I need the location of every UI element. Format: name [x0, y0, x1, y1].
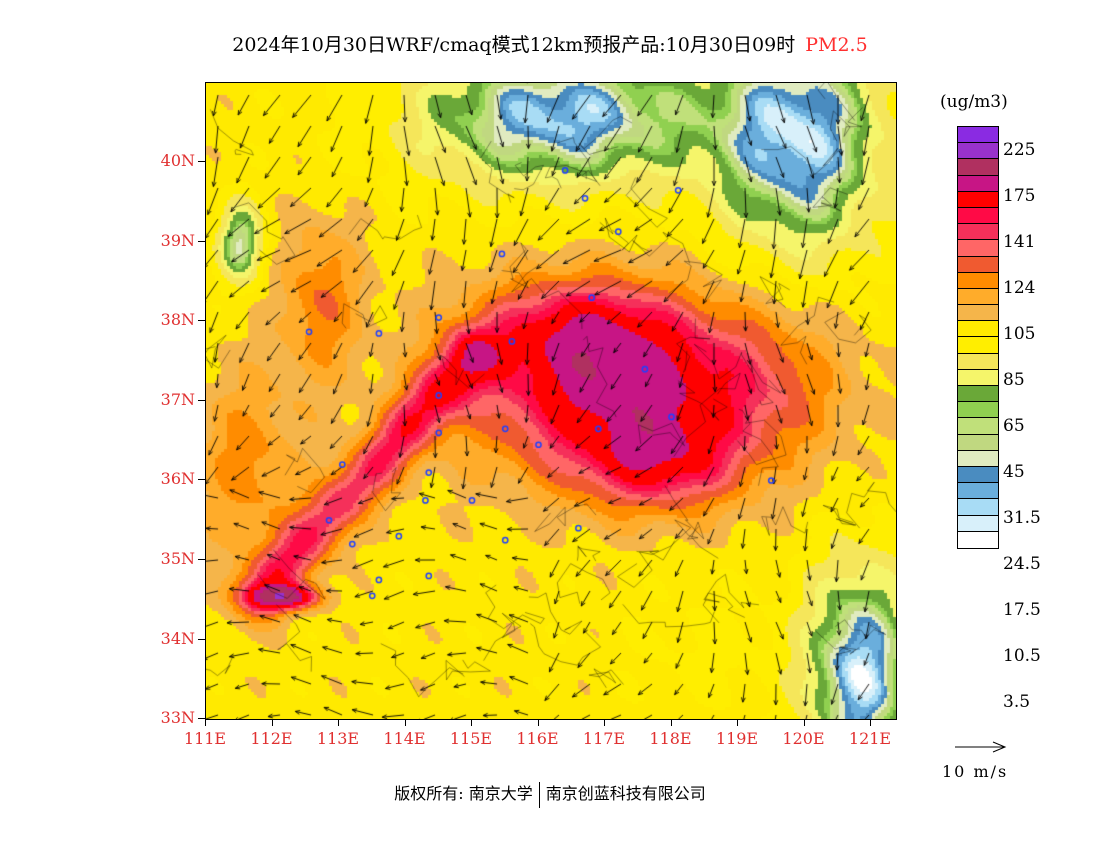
legend-swatch	[958, 369, 998, 386]
legend-swatch	[958, 143, 998, 160]
legend-unit: (ug/m3)	[940, 92, 1008, 112]
lon-label: 121E	[848, 729, 892, 748]
tick	[198, 240, 205, 242]
tick	[198, 399, 205, 401]
legend-swatch	[958, 127, 998, 144]
lon-label: 119E	[715, 729, 759, 748]
legend-level: 65	[1003, 416, 1025, 436]
legend-swatch	[958, 207, 998, 225]
lat-label: 38N	[160, 310, 195, 330]
divider	[538, 781, 540, 808]
legend-level: 10.5	[1003, 646, 1041, 666]
legend-level: 225	[1003, 140, 1036, 160]
legend-level: 105	[1003, 324, 1036, 344]
legend-level: 175	[1003, 186, 1036, 206]
legend-swatch	[958, 175, 998, 192]
legend-swatch	[958, 386, 998, 403]
lon-label: 115E	[449, 729, 493, 748]
legend-swatch	[958, 272, 998, 289]
tick	[471, 719, 472, 726]
tick	[198, 320, 205, 322]
tick	[198, 559, 205, 560]
legend-swatch	[958, 321, 998, 338]
legend-swatch	[958, 159, 998, 176]
lat-label: 39N	[160, 230, 195, 250]
tick	[737, 719, 738, 726]
lat-label: 33N	[160, 708, 195, 728]
tick	[338, 719, 339, 726]
legend-swatch	[958, 434, 998, 451]
credit-left: 版权所有: 南京大学	[394, 784, 533, 803]
lat-label: 40N	[160, 151, 195, 170]
legend-swatch	[958, 191, 998, 208]
lat-label: 37N	[160, 389, 195, 409]
legend-swatch	[958, 483, 998, 500]
legend-swatch	[958, 418, 998, 435]
lat-label: 34N	[160, 628, 195, 648]
color-legend-bar	[957, 126, 999, 549]
tick	[198, 638, 205, 640]
legend-swatch	[958, 256, 998, 273]
legend-swatch	[958, 353, 998, 370]
tick	[271, 719, 273, 726]
legend-swatch	[958, 224, 998, 241]
tick	[198, 718, 205, 720]
tick	[803, 719, 805, 726]
lon-label: 116E	[516, 729, 559, 748]
map-title: 2024年10月30日WRF/cmaq模式12km预报产品:10月30日09时 P…	[0, 30, 1100, 57]
legend-level: 24.5	[1003, 554, 1041, 574]
lon-label: 118E	[649, 729, 692, 748]
legend-swatch	[958, 337, 998, 354]
lon-label: 117E	[582, 729, 626, 748]
lon-label: 113E	[316, 729, 360, 748]
legend-swatch	[958, 450, 998, 467]
lon-label: 114E	[383, 729, 426, 748]
legend-level: 3.5	[1003, 692, 1031, 712]
legend-swatch	[958, 531, 998, 548]
lon-label: 120E	[782, 729, 825, 748]
tick	[537, 719, 539, 726]
tick	[205, 719, 206, 726]
legend-level: 31.5	[1003, 508, 1041, 528]
tick	[604, 719, 605, 726]
tick	[670, 719, 672, 726]
lat-label: 35N	[160, 549, 195, 568]
credit-right: 南京创蓝科技有限公司	[545, 784, 706, 803]
tick	[198, 479, 205, 481]
legend-level: 85	[1003, 370, 1025, 390]
wind-reference-label: 10 m/s	[942, 762, 1009, 781]
title-text: 2024年10月30日WRF/cmaq模式12km预报产品:10月30日09时	[232, 34, 796, 56]
legend-swatch	[958, 402, 998, 419]
legend-level: 17.5	[1003, 600, 1041, 620]
pm25-concentration-map	[205, 82, 897, 720]
lon-label: 112E	[250, 729, 293, 748]
legend-swatch	[958, 240, 998, 257]
lat-label: 36N	[160, 469, 195, 489]
copyright-credit: 版权所有: 南京大学 南京创蓝科技有限公司	[0, 780, 1100, 808]
legend-level: 45	[1003, 462, 1025, 482]
tick	[870, 719, 871, 726]
legend-swatch	[958, 466, 998, 484]
tick	[404, 719, 406, 726]
tick	[198, 161, 205, 162]
legend-swatch	[958, 515, 998, 532]
legend-swatch	[958, 288, 998, 306]
species-label: PM2.5	[805, 34, 868, 56]
legend-swatch	[958, 499, 998, 516]
wind-reference-arrow-icon	[955, 741, 1007, 753]
legend-level: 141	[1003, 232, 1036, 252]
lon-label: 111E	[183, 729, 227, 748]
legend-level: 124	[1003, 278, 1036, 298]
legend-swatch	[958, 305, 998, 322]
